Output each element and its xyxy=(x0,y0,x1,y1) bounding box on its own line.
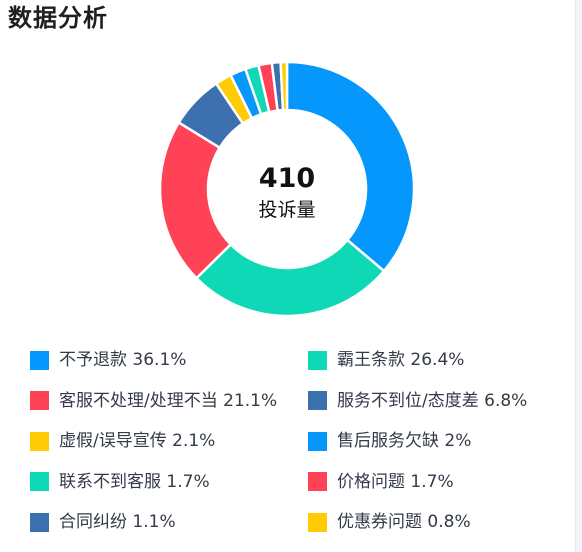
legend-item[interactable]: 霸王条款 26.4% xyxy=(308,348,464,372)
legend-item[interactable]: 服务不到位/态度差 6.8% xyxy=(308,389,527,413)
donut-slice-10[interactable] xyxy=(279,60,289,112)
legend-swatch xyxy=(308,512,327,532)
legend-item[interactable]: 虚假/误导宣传 2.1% xyxy=(30,429,215,453)
legend-item[interactable]: 价格问题 1.7% xyxy=(308,470,454,494)
legend-swatch xyxy=(308,350,327,370)
legend-item[interactable]: 客服不处理/处理不当 21.1% xyxy=(30,389,277,413)
donut-chart xyxy=(158,60,416,318)
total-complaints-value: 410 xyxy=(258,163,316,194)
legend-label: 服务不到位/态度差 6.8% xyxy=(337,390,528,411)
legend-swatch xyxy=(30,391,49,410)
legend-label: 合同纠纷 1.1% xyxy=(59,512,176,532)
legend-swatch xyxy=(30,512,49,532)
legend-label: 优惠券问题 0.8% xyxy=(337,512,471,532)
legend-item[interactable]: 合同纠纷 1.1% xyxy=(30,510,176,534)
legend-swatch xyxy=(30,431,49,451)
legend-label: 不予退款 36.1% xyxy=(59,350,187,370)
donut-slice-2[interactable] xyxy=(195,238,386,318)
donut-slice-1[interactable] xyxy=(285,60,416,273)
legend-label: 售后服务欠缺 2% xyxy=(337,431,472,451)
legend-swatch xyxy=(308,472,327,491)
section-title: 数据分析 xyxy=(8,4,108,32)
scrollbar-track[interactable] xyxy=(575,0,582,552)
legend-label: 霸王条款 26.4% xyxy=(337,350,465,370)
legend-swatch xyxy=(308,431,327,451)
legend-item[interactable]: 联系不到客服 1.7% xyxy=(30,470,210,494)
legend-item[interactable]: 优惠券问题 0.8% xyxy=(308,510,471,534)
legend-swatch xyxy=(30,350,49,370)
legend-label: 虚假/误导宣传 2.1% xyxy=(59,431,216,451)
donut-slices xyxy=(158,60,416,318)
legend-item[interactable]: 售后服务欠缺 2% xyxy=(308,429,471,453)
legend-label: 联系不到客服 1.7% xyxy=(59,471,210,492)
legend-swatch xyxy=(30,472,49,491)
legend-label: 价格问题 1.7% xyxy=(337,471,454,492)
legend-swatch xyxy=(308,391,327,410)
legend-label: 客服不处理/处理不当 21.1% xyxy=(59,390,278,411)
legend-item[interactable]: 不予退款 36.1% xyxy=(30,348,186,372)
total-complaints-label: 投诉量 xyxy=(258,199,316,221)
